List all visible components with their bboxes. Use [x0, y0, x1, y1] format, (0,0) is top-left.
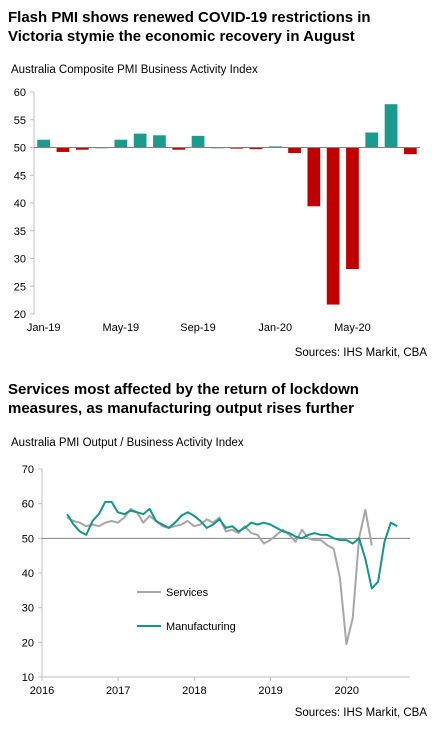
bar-Apr-20 [326, 147, 340, 305]
bar-May-20 [346, 147, 359, 270]
x-tick-label: 2019 [258, 685, 282, 697]
y-tick-label: 40 [14, 198, 26, 210]
x-tick-label: May-20 [334, 322, 371, 334]
x-tick-label: 2017 [106, 685, 130, 697]
chart1-y-ticks: 20 25 30 35 40 45 50 55 60 [14, 87, 34, 321]
y-tick-label: 45 [14, 170, 26, 182]
bar-Jun-19 [133, 133, 147, 148]
chart2-axes [41, 469, 410, 678]
bar-Jan-19 [37, 139, 51, 148]
chart1-subtitle: Australia Composite PMI Business Activit… [11, 64, 258, 76]
series-services [66, 507, 373, 646]
x-tick-label: 2018 [182, 685, 206, 697]
chart2-legend: Services Manufacturing [137, 587, 236, 633]
x-tick-label: May-19 [103, 322, 140, 334]
bar-Sep-19 [191, 135, 205, 148]
bar-Jul-19 [153, 135, 166, 148]
bar-Nov-19 [230, 147, 244, 149]
y-tick-label: 40 [22, 568, 34, 580]
y-tick-label: 50 [22, 533, 34, 545]
bar-Feb-19 [56, 147, 70, 152]
chart2-y-ticks: 10 20 30 40 50 60 70 [22, 464, 42, 684]
y-tick-label: 25 [14, 281, 26, 293]
x-tick-label: Jan-20 [258, 322, 292, 334]
y-tick-label: 70 [22, 464, 34, 476]
bar-Dec-19 [249, 147, 263, 150]
bar-Jun-20 [365, 132, 379, 148]
y-tick-label: 55 [14, 115, 26, 127]
bar-Jan-20 [268, 146, 282, 148]
bar-Feb-20 [288, 147, 301, 154]
chart1-x-ticks: Jan-19 May-19 Sep-19 Jan-20 May-20 [27, 322, 371, 334]
chart2-source: Sources: IHS Markit, CBA [294, 707, 427, 719]
x-tick-label: Sep-19 [180, 322, 215, 334]
chart2-headline-line2: measures, as manufacturing output rises … [8, 400, 354, 417]
chart2-lines [66, 500, 398, 646]
y-tick-label: 20 [22, 637, 34, 649]
chart1-headline-line1: Flash PMI shows renewed COVID-19 restric… [8, 9, 371, 26]
y-tick-label: 60 [22, 499, 34, 511]
legend-label-services: Services [166, 587, 209, 599]
bar-Mar-20 [307, 147, 321, 207]
chart2-x-ticks: 2016 2017 2018 2019 2020 [30, 677, 359, 697]
y-tick-label: 30 [14, 254, 26, 266]
series-manufacturing [66, 500, 398, 590]
y-tick-label: 60 [14, 87, 26, 99]
y-tick-label: 10 [22, 672, 34, 684]
x-tick-label: 2020 [335, 685, 359, 697]
bar-May-19 [114, 139, 128, 148]
bar-Mar-19 [75, 147, 89, 150]
x-tick-label: Jan-19 [27, 322, 61, 334]
y-tick-label: 30 [22, 603, 34, 615]
chart1-headline-line2: Victoria stymie the economic recovery in… [8, 28, 355, 45]
chart1-bars [37, 104, 417, 305]
bar-Aug-19 [172, 147, 186, 150]
y-tick-label: 20 [14, 309, 26, 321]
bar-Aug-20 [403, 147, 417, 155]
y-tick-label: 35 [14, 226, 26, 238]
chart2-subtitle: Australia PMI Output / Business Activity… [11, 437, 244, 449]
y-tick-label: 50 [14, 143, 26, 155]
x-tick-label: 2016 [30, 685, 54, 697]
legend-label-manufacturing: Manufacturing [166, 621, 236, 633]
chart1-source: Sources: IHS Markit, CBA [294, 347, 427, 359]
chart2-headline-line1: Services most affected by the return of … [8, 381, 359, 398]
bar-Jul-20 [384, 104, 398, 148]
